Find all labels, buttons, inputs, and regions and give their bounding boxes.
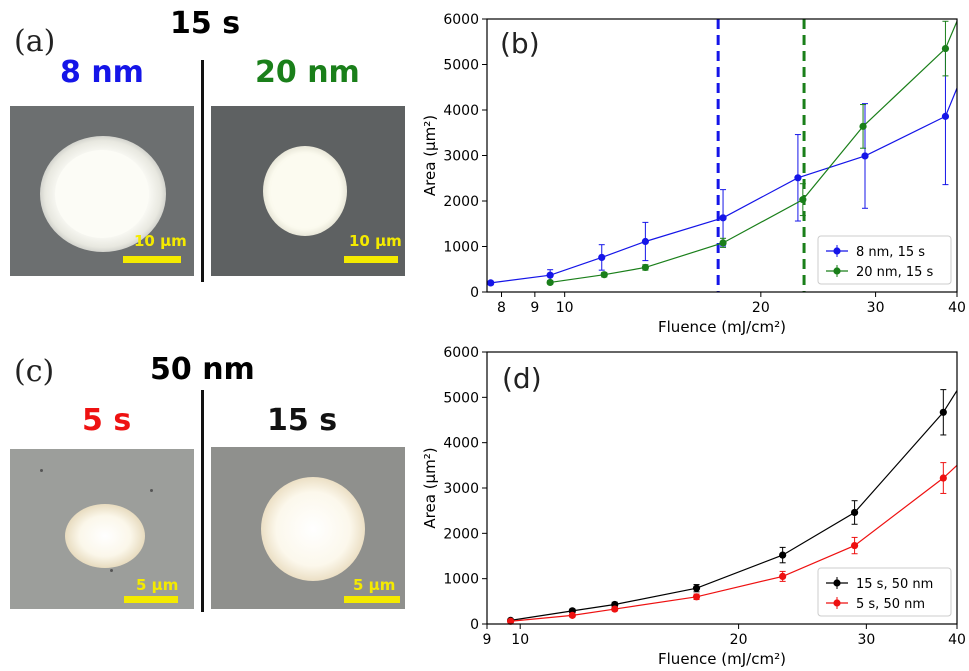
chart-d-series-line bbox=[510, 464, 958, 622]
chart-b-xlabel: Fluence (mJ/cm²) bbox=[658, 318, 786, 336]
panel-c-left-label: 5 s bbox=[82, 403, 132, 438]
scale-label-c-right: 5 μm bbox=[353, 576, 396, 594]
chart-b-xtick-label: 10 bbox=[556, 300, 574, 316]
chart-b-data-point bbox=[546, 271, 554, 279]
chart-d-letter: (d) bbox=[502, 362, 542, 395]
chart-d-ytick-label: 0 bbox=[470, 617, 479, 633]
chart-d-data-point bbox=[507, 617, 515, 625]
chart-b-data-point bbox=[641, 237, 649, 246]
panel-a-title: 15 s bbox=[170, 6, 241, 41]
chart-b-xtick-label: 40 bbox=[948, 300, 966, 316]
scale-label-a-right: 10 μm bbox=[349, 232, 402, 250]
chart-d-ytick-label: 2000 bbox=[443, 526, 479, 542]
micrograph-20nm bbox=[211, 106, 405, 276]
panel-c-right-label: 15 s bbox=[267, 403, 338, 438]
chart-d-legend-box bbox=[817, 567, 952, 617]
panel-a-divider bbox=[201, 60, 204, 282]
chart-d-ytick-label: 3000 bbox=[443, 481, 479, 497]
chart-b-legend-marker bbox=[833, 247, 841, 255]
panel-c-title: 50 nm bbox=[150, 352, 255, 387]
chart-d-data-point bbox=[568, 611, 576, 619]
chart-d-ylabel: Area (μm²) bbox=[421, 447, 439, 528]
chart-b-xtick-label: 9 bbox=[530, 300, 539, 316]
chart-b-data-point bbox=[600, 271, 608, 279]
panel-a-left-label: 8 nm bbox=[60, 55, 144, 90]
scale-bar-c-left bbox=[124, 596, 178, 603]
chart-b-ytick-label: 2000 bbox=[443, 194, 479, 210]
chart-b-data-point bbox=[941, 44, 950, 53]
chart-b-data-point bbox=[861, 152, 869, 160]
chart-b-ytick-label: 4000 bbox=[443, 103, 479, 119]
chart-d-data-point bbox=[850, 541, 859, 550]
chart-d-data-point bbox=[692, 593, 701, 601]
chart-b-xtick-label: 8 bbox=[497, 300, 506, 316]
chart-d-data-point bbox=[939, 408, 947, 416]
chart-d-data-point bbox=[779, 551, 787, 559]
chart-b-ytick-label: 5000 bbox=[443, 58, 479, 74]
chart-b-xtick-label: 30 bbox=[867, 300, 885, 316]
panel-a-right-label: 20 nm bbox=[255, 55, 360, 90]
chart-b-ytick-label: 0 bbox=[470, 285, 479, 301]
chart-d-data-point bbox=[692, 584, 701, 592]
chart-b-series-line bbox=[550, 21, 958, 284]
chart-d-ytick-label: 5000 bbox=[443, 390, 479, 406]
chart-b-data-point bbox=[546, 278, 554, 287]
chart-d-data-point bbox=[779, 572, 787, 581]
chart-d-series-line bbox=[510, 390, 958, 621]
chart-b-data-point bbox=[641, 263, 649, 272]
scale-label-a-left: 10 μm bbox=[134, 232, 187, 250]
chart-b-data-point bbox=[719, 239, 727, 247]
chart-d: (d) 9 10 20 30 40 0100020003000400050006000 … bbox=[421, 345, 966, 668]
chart-b-data-point bbox=[799, 196, 807, 204]
scale-bar-c-right bbox=[344, 596, 400, 603]
chart-b-legend-label: 20 nm, 15 s bbox=[856, 265, 934, 280]
chart-d-legend-marker bbox=[833, 579, 841, 587]
chart-d-ytick-label: 4000 bbox=[443, 436, 479, 452]
chart-b-ylabel: Area (μm²) bbox=[421, 115, 439, 196]
scale-bar-a-left bbox=[123, 256, 181, 263]
panel-a-letter: (a) bbox=[14, 24, 56, 59]
chart-d-xtick-label: 10 bbox=[511, 632, 529, 648]
chart-d-legend-marker bbox=[833, 599, 841, 607]
micrograph-15s bbox=[211, 447, 405, 609]
chart-d-xtick-label: 30 bbox=[857, 632, 875, 648]
chart-b-data-point bbox=[487, 279, 495, 287]
chart-d-xtick-label: 20 bbox=[730, 632, 748, 648]
chart-d-data-point bbox=[850, 508, 859, 517]
panel-c-letter: (c) bbox=[14, 354, 55, 389]
chart-d-xlabel: Fluence (mJ/cm²) bbox=[658, 650, 786, 668]
chart-b-letter: (b) bbox=[500, 27, 540, 60]
chart-b-legend-marker bbox=[833, 267, 841, 275]
chart-b-data-point bbox=[719, 214, 727, 222]
scale-bar-a-right bbox=[344, 256, 398, 263]
chart-d-ytick-label: 6000 bbox=[443, 345, 479, 361]
chart-b-ytick-label: 3000 bbox=[443, 149, 479, 165]
chart-d-data-point bbox=[939, 474, 947, 482]
panel-c-divider bbox=[201, 390, 204, 612]
chart-b-data-point bbox=[598, 253, 606, 262]
chart-b-legend: 8 nm, 15 s 20 nm, 15 s bbox=[817, 235, 952, 285]
chart-b-ytick-label: 1000 bbox=[443, 240, 479, 256]
chart-d-xtick-label: 40 bbox=[948, 632, 966, 648]
chart-d-data-point bbox=[611, 605, 619, 613]
chart-b: (b) 8 9 10 20 30 40 0 1000 2000 3000 4000 5000 6000… bbox=[421, 12, 966, 336]
chart-b-data-point bbox=[941, 112, 950, 120]
chart-b-legend-box bbox=[817, 235, 952, 285]
chart-d-ytick-label: 1000 bbox=[443, 572, 479, 588]
chart-d-legend-label: 5 s, 50 nm bbox=[856, 597, 925, 612]
chart-b-legend-label: 8 nm, 15 s bbox=[856, 245, 925, 260]
scale-label-c-left: 5 μm bbox=[136, 576, 179, 594]
chart-b-ytick-label: 6000 bbox=[443, 12, 479, 28]
chart-d-legend-label: 15 s, 50 nm bbox=[856, 577, 933, 592]
chart-d-xtick-label: 9 bbox=[483, 632, 492, 648]
chart-b-data-point bbox=[859, 122, 867, 130]
chart-b-xtick-label: 20 bbox=[752, 300, 770, 316]
micrograph-8nm bbox=[10, 106, 194, 276]
micrograph-5s bbox=[10, 449, 194, 609]
chart-d-legend: 15 s, 50 nm 5 s, 50 nm bbox=[817, 567, 952, 617]
chart-b-data-point bbox=[794, 174, 802, 182]
